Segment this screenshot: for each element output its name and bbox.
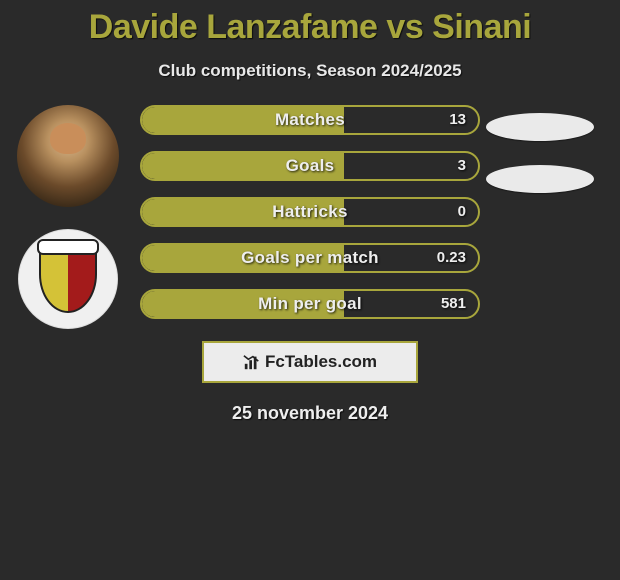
stat-bar-mpg: Min per goal 581	[140, 289, 480, 319]
stat-bar-value: 581	[441, 291, 466, 317]
left-column	[8, 105, 128, 329]
stat-bar-value: 3	[458, 153, 466, 179]
footer-date: 25 november 2024	[232, 403, 388, 424]
stat-bar-value: 13	[449, 107, 466, 133]
bar-chart-icon	[243, 353, 261, 371]
stat-bar-goals: Goals 3	[140, 151, 480, 181]
stat-bar-label: Matches	[142, 107, 478, 133]
brand-label: FcTables.com	[265, 352, 377, 372]
stat-bar-label: Goals	[142, 153, 478, 179]
stat-bars: Matches 13 Goals 3 Hattricks 0 Goals per…	[140, 105, 480, 319]
stat-bar-value: 0.23	[437, 245, 466, 271]
player-avatar	[17, 105, 119, 207]
stat-bar-matches: Matches 13	[140, 105, 480, 135]
stat-bar-hattricks: Hattricks 0	[140, 197, 480, 227]
stat-bar-gpm: Goals per match 0.23	[140, 243, 480, 273]
player-placeholder-1	[486, 113, 594, 141]
stat-bar-value: 0	[458, 199, 466, 225]
stat-bar-label: Goals per match	[142, 245, 478, 271]
club-badge	[18, 229, 118, 329]
right-column	[486, 113, 606, 217]
stat-bar-label: Min per goal	[142, 291, 478, 317]
page-title: Davide Lanzafame vs Sinani	[89, 8, 531, 47]
page-subtitle: Club competitions, Season 2024/2025	[158, 61, 461, 81]
infographic-container: Davide Lanzafame vs Sinani Club competit…	[0, 0, 620, 424]
shield-icon	[39, 245, 97, 313]
player-placeholder-2	[486, 165, 594, 193]
stat-bar-label: Hattricks	[142, 199, 478, 225]
brand-box: FcTables.com	[202, 341, 418, 383]
stats-area: Matches 13 Goals 3 Hattricks 0 Goals per…	[0, 105, 620, 335]
